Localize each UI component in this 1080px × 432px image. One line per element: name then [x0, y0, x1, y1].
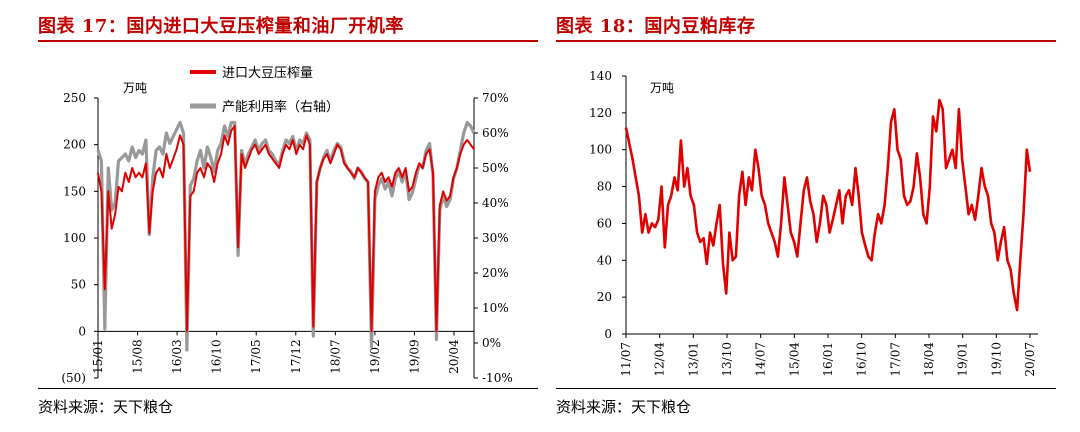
- right-y-tick-label: 20%: [482, 266, 509, 280]
- unit-label: 万吨: [123, 81, 147, 95]
- right-source-note: 资料来源：天下粮仓: [556, 398, 692, 416]
- left-chart-title: 图表 17：国内进口大豆压榨量和油厂开机率: [38, 16, 404, 37]
- x-tick-label: 18/04: [922, 342, 936, 377]
- x-tick-label: 15/08: [131, 339, 145, 374]
- meal-inventory-chart: 0 20 40 60 80 100 120 140 11/07 12/04 13/01 13/10 14…: [589, 69, 1038, 377]
- x-tick-label: 17/12: [289, 339, 303, 374]
- left-y-tick-label: 250: [63, 91, 86, 105]
- series-utilization-line: [96, 120, 476, 352]
- x-tick-label: 15/01: [91, 339, 105, 374]
- y-tick-label: 60: [597, 216, 612, 230]
- x-tick-label: 16/10: [855, 342, 869, 377]
- x-tick-label: 16/10: [210, 339, 224, 374]
- x-tick-label: 14/07: [754, 342, 768, 377]
- y-tick-label: 40: [597, 253, 612, 267]
- right-y-tick-label: 60%: [482, 126, 509, 140]
- left-chart-panel: 图表 17：国内进口大豆压榨量和油厂开机率 (50) 0 50 100 150 200 25…: [38, 0, 538, 432]
- left-y-tick-label: 100: [63, 231, 86, 245]
- y-tick-label: 140: [589, 69, 612, 83]
- y-tick-label: 100: [589, 143, 612, 157]
- legend-crush-label: 进口大豆压榨量: [222, 65, 313, 81]
- x-tick-label: 19/01: [956, 342, 970, 377]
- crush-chart: (50) 0 50 100 150 200 250 -10% 0% 10% 20% 30% 40% 50%…: [61, 65, 513, 385]
- left-bottom-rule: [38, 388, 538, 389]
- left-title-rule: [38, 40, 538, 42]
- right-y-tick-label: 10%: [482, 301, 509, 315]
- x-tick-label: 13/01: [686, 342, 700, 377]
- legend-utilization-label: 产能利用率（右轴）: [222, 99, 339, 115]
- x-tick-label: 17/05: [249, 339, 263, 374]
- right-y-tick-label: 50%: [482, 161, 509, 175]
- right-y-tick-label: 0%: [482, 336, 501, 350]
- left-y-tick-label: 50: [71, 278, 86, 292]
- unit-label: 万吨: [650, 81, 674, 95]
- right-bottom-rule: [556, 388, 1056, 389]
- right-y-tick-label: 40%: [482, 196, 509, 210]
- x-tick-label: 20/04: [447, 339, 461, 374]
- series-inventory-line: [624, 98, 1032, 312]
- x-tick-label: 19/09: [407, 339, 421, 374]
- right-y-tick-label: 70%: [482, 91, 509, 105]
- x-tick-label: 11/07: [619, 342, 633, 377]
- x-tick-label: 13/10: [720, 342, 734, 377]
- x-tick-label: 20/07: [1023, 342, 1037, 377]
- y-tick-label: 20: [597, 290, 612, 304]
- left-y-tick-label: 0: [78, 324, 86, 338]
- right-chart-title: 图表 18：国内豆粕库存: [556, 16, 756, 37]
- right-chart-panel: 图表 18：国内豆粕库存 0 20 40 60 80 100 120 140 11/07 12/0…: [556, 0, 1056, 432]
- x-tick-label: 15/04: [787, 342, 801, 377]
- series-crush-line: [97, 125, 475, 333]
- y-tick-label: 120: [589, 106, 612, 120]
- x-tick-label: 12/04: [653, 342, 667, 377]
- right-title-rule: [556, 40, 1056, 42]
- left-y-tick-label: (50): [61, 371, 86, 385]
- right-y-tick-label: -10%: [482, 371, 513, 385]
- left-y-tick-label: 200: [63, 138, 86, 152]
- y-tick-label: 0: [604, 327, 612, 341]
- x-tick-label: 16/03: [170, 339, 184, 374]
- x-tick-label: 19/10: [989, 342, 1003, 377]
- x-tick-label: 16/01: [821, 342, 835, 377]
- left-source-note: 资料来源：天下粮仓: [38, 398, 174, 416]
- x-tick-label: 17/07: [888, 342, 902, 377]
- left-y-tick-label: 150: [63, 184, 86, 198]
- y-tick-label: 80: [597, 180, 612, 194]
- x-tick-label: 18/07: [328, 339, 342, 374]
- right-y-tick-label: 30%: [482, 231, 509, 245]
